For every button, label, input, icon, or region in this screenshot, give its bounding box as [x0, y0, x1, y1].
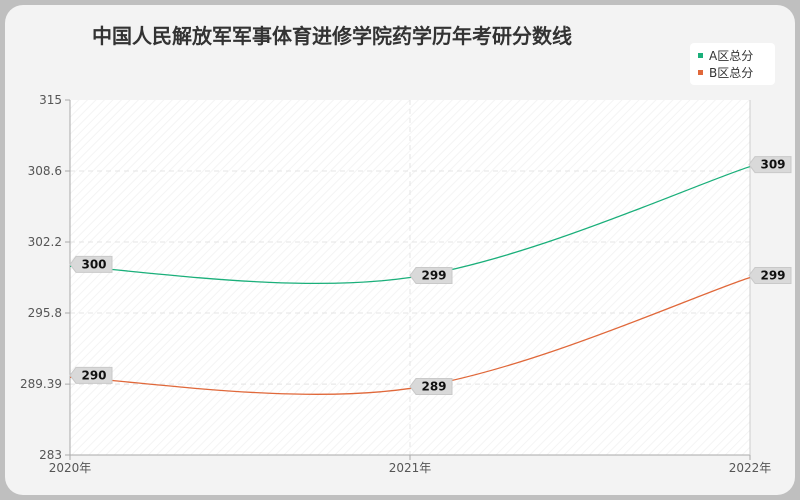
data-label-box — [748, 267, 792, 284]
data-label: 300 — [69, 255, 113, 273]
series-line-1[interactable] — [69, 276, 751, 395]
y-tick-label: 283 — [39, 448, 62, 462]
data-label-text: 290 — [81, 368, 106, 382]
data-label-box — [409, 377, 453, 395]
data-label-text: 299 — [760, 269, 785, 283]
legend-label-a: A区总分 — [709, 49, 754, 63]
y-tick-label: 295.8 — [28, 306, 62, 320]
y-tick-label: 308.6 — [28, 164, 62, 178]
data-label: 290 — [69, 366, 113, 384]
chart-title: 中国人民解放军军事体育进修学院药学历年考研分数线 — [92, 24, 572, 48]
legend[interactable]: A区总分 B区总分 — [690, 43, 775, 85]
data-label-text: 309 — [760, 158, 785, 172]
legend-item-a[interactable]: A区总分 — [698, 48, 753, 64]
data-label: 299 — [748, 267, 792, 284]
data-label-box — [69, 366, 113, 384]
legend-item-b[interactable]: B区总分 — [698, 65, 753, 81]
y-tick-label: 302.2 — [28, 235, 62, 249]
data-label: 289 — [409, 377, 453, 395]
data-label: 299 — [409, 267, 453, 284]
data-label-box — [69, 255, 113, 273]
data-label-text: 300 — [81, 257, 106, 271]
y-tick-label: 315 — [39, 93, 62, 107]
data-label: 309 — [748, 156, 792, 174]
data-label-box — [748, 156, 792, 174]
data-label-text: 299 — [421, 269, 446, 283]
x-tick-label: 2020年 — [49, 461, 92, 475]
legend-label-b: B区总分 — [709, 66, 754, 80]
legend-swatch-a — [698, 53, 703, 58]
series-line-0[interactable] — [69, 165, 751, 285]
y-tick-label: 289.39 — [20, 377, 62, 391]
data-label-box — [409, 267, 453, 284]
x-tick-label: 2022年 — [729, 461, 772, 475]
data-label-text: 289 — [421, 379, 446, 393]
legend-swatch-b — [698, 70, 703, 75]
x-tick-label: 2021年 — [389, 461, 432, 475]
